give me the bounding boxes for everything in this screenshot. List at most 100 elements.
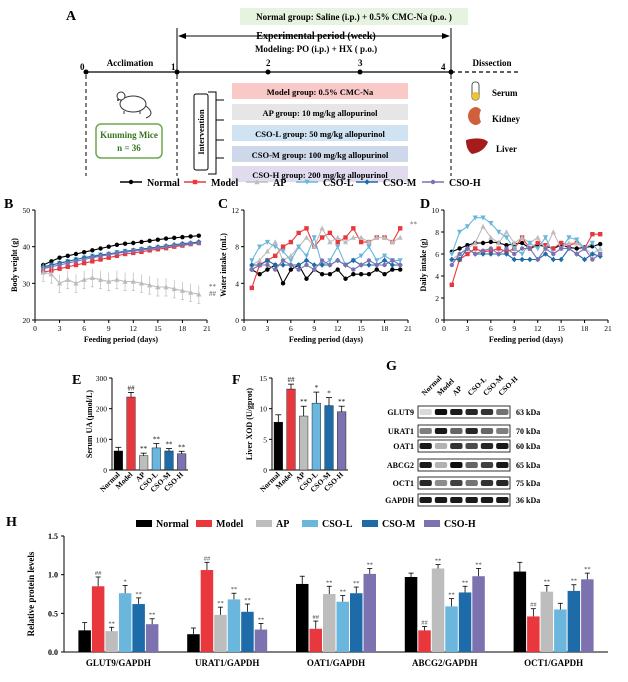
band (496, 443, 509, 449)
data-point (511, 246, 517, 252)
significance-mark: ** (340, 589, 347, 596)
data-point (90, 255, 95, 260)
significance-mark: ** (300, 398, 308, 406)
y-tick-label: 10 (260, 405, 268, 414)
band (434, 462, 448, 468)
significance-mark: ## (288, 376, 296, 384)
data-point (358, 262, 364, 268)
significance-mark: ## (95, 570, 102, 577)
size-label: 63 kDa (516, 408, 540, 417)
data-point (381, 234, 388, 240)
band (434, 480, 448, 486)
legend-label-2: AP (273, 178, 286, 189)
kidney-icon (468, 107, 481, 125)
data-point (180, 242, 185, 248)
significance-mark: ** (367, 561, 374, 568)
band (419, 480, 432, 486)
data-point (566, 246, 572, 251)
data-point (590, 257, 595, 262)
y-tick-label: 0 (235, 316, 239, 325)
bar-CSO-H (337, 411, 347, 471)
data-point (366, 244, 372, 250)
y-tick-label: 2 (435, 294, 439, 303)
modeling-label: Modeling: PO (i.p.) + HX ( p.o.) (255, 44, 377, 54)
data-point (449, 256, 455, 263)
data-point (264, 239, 271, 245)
data-point (98, 246, 103, 251)
bar-CSO-L (118, 593, 132, 652)
data-point (304, 226, 309, 231)
data-point (558, 256, 564, 263)
y-tick-label: 8 (235, 243, 239, 252)
serum-tube-icon (471, 81, 480, 101)
panel-label-a: A (66, 9, 77, 24)
y-tick-label: 0 (263, 466, 267, 475)
dissection-label: Dissection (473, 58, 512, 68)
significance-mark: ** (258, 616, 265, 623)
y-axis-title: Relative protein levels (26, 551, 36, 636)
data-point (519, 240, 525, 246)
bar-Model (200, 570, 214, 652)
week0-dot (83, 69, 89, 75)
significance-mark: ** (166, 441, 174, 449)
data-point (343, 262, 348, 268)
bar-CSO-H (254, 629, 268, 652)
week-4: 4 (441, 62, 446, 72)
band (465, 443, 478, 449)
x-tick-label: 3 (266, 324, 270, 333)
bar-CSO-H (145, 624, 159, 652)
data-point (81, 257, 87, 262)
x-tick-label: URAT1/GAPDH (195, 658, 259, 668)
legend-label-0: Normal (156, 519, 189, 530)
data-point (535, 246, 541, 252)
data-point (542, 235, 549, 241)
data-point (188, 234, 193, 239)
data-point (257, 244, 263, 250)
data-point (335, 244, 341, 250)
data-point (280, 281, 286, 286)
data-point (257, 262, 262, 268)
x-tick-label: 0 (442, 324, 446, 333)
data-point (335, 267, 340, 272)
data-point (249, 258, 255, 264)
y-tick-label: 30 (23, 279, 31, 288)
data-point (288, 253, 294, 259)
data-point (558, 240, 564, 246)
data-point (311, 235, 317, 241)
bar-Model (286, 388, 296, 471)
data-point (358, 234, 364, 240)
bar-CSO-L (227, 599, 241, 652)
significance-mark: ** (217, 600, 224, 607)
legend-swatch-2 (256, 520, 272, 527)
legend-label-5: CSO-H (444, 519, 476, 530)
data-point (280, 244, 286, 249)
y-tick-label: 200 (96, 405, 108, 414)
y-tick-label: 300 (96, 374, 108, 383)
data-point (319, 271, 325, 277)
liver-label: Liver (496, 144, 517, 154)
legend-swatch-5 (424, 520, 440, 527)
data-point (503, 235, 510, 241)
data-point (319, 225, 325, 231)
data-point (288, 262, 294, 268)
data-point (465, 251, 470, 257)
data-point (366, 239, 372, 245)
data-point (98, 257, 103, 262)
week3-dot (357, 69, 363, 75)
bar-Normal (78, 630, 91, 652)
protein-label: URAT1 (388, 427, 414, 436)
data-point (114, 251, 120, 256)
bar-Model (527, 616, 540, 652)
mice-label: Kunming Mice (100, 130, 158, 140)
data-point (114, 242, 120, 248)
data-point (196, 240, 202, 246)
data-point (188, 241, 193, 246)
data-point (312, 267, 317, 272)
bar-Model (91, 586, 105, 652)
data-point (389, 239, 395, 245)
data-point (303, 234, 310, 240)
data-point (457, 256, 463, 263)
band (480, 462, 494, 468)
legend-label-5: CSO-H (449, 178, 481, 189)
chart-d-daily-intake: 0 2 4 6 8 10 0 3 6 9 12 15 18 21 Feeding period (days)… (419, 206, 612, 344)
